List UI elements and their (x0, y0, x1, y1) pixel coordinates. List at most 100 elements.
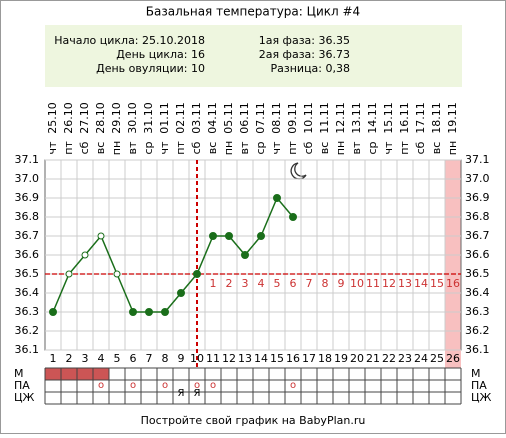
row-label-right: ПА (471, 379, 487, 392)
weekday-label: вс (94, 142, 107, 155)
weekday-label: ср (142, 141, 155, 154)
x-tick-label: 8 (162, 352, 169, 365)
weekday-label: чт (382, 141, 395, 154)
phase2-number: 2 (226, 277, 233, 290)
temp-point (225, 232, 233, 240)
moon-icon (290, 162, 307, 180)
temp-point (289, 213, 297, 221)
menstruation-cell (93, 368, 109, 380)
x-tick-label: 14 (254, 352, 268, 365)
phase2-number: 1 (210, 277, 217, 290)
date-label: 04.11 (206, 102, 219, 134)
weekday-label: сб (302, 141, 315, 154)
weekday-label: пн (446, 141, 459, 155)
x-tick-label: 12 (222, 352, 236, 365)
y-tick-label: 37.0 (15, 172, 40, 185)
x-tick-label: 6 (130, 352, 137, 365)
weekday-label: пт (62, 141, 75, 155)
menstruation-cell (77, 368, 93, 380)
phase2-number: 16 (446, 277, 460, 290)
x-tick-label: 25 (430, 352, 444, 365)
y-tick-label: 36.8 (15, 210, 40, 223)
date-label: 08.11 (270, 102, 283, 134)
temp-point (97, 232, 105, 240)
info-left: День цикла: 16 (116, 48, 205, 61)
row-label-right: ЦЖ (471, 391, 492, 404)
pa-mark: o (290, 380, 296, 391)
phase2-number: 15 (430, 277, 444, 290)
y-tick-label-right: 36.5 (465, 267, 490, 280)
phase2-number: 7 (306, 277, 313, 290)
weekday-label: пт (174, 141, 187, 155)
pa-mark: o (162, 380, 168, 391)
y-tick-label-right: 36.1 (465, 343, 490, 356)
date-label: 31.10 (142, 102, 155, 134)
y-tick-label-right: 36.9 (465, 191, 490, 204)
menstruation-cell (45, 368, 61, 380)
x-tick-label: 11 (206, 352, 220, 365)
weekday-label: чт (158, 141, 171, 154)
x-tick-label: 3 (82, 352, 89, 365)
y-tick-label: 36.4 (15, 286, 40, 299)
x-tick-label: 19 (334, 352, 348, 365)
date-label: 02.11 (174, 102, 187, 134)
info-right: 1ая фаза: 36.35 (259, 34, 350, 47)
weekday-label: сб (414, 141, 427, 154)
y-tick-label-right: 36.6 (465, 248, 490, 261)
date-label: 09.11 (286, 102, 299, 134)
weekday-label: пн (110, 141, 123, 155)
info-left: Начало цикла: 25.10.2018 (54, 34, 205, 47)
x-tick-label: 10 (190, 352, 204, 365)
info-left: День овуляции: 10 (96, 62, 205, 75)
info-right: 2ая фаза: 36.73 (259, 48, 350, 61)
weekday-label: пн (222, 141, 235, 155)
phase2-number: 5 (274, 277, 281, 290)
date-label: 14.11 (366, 102, 379, 134)
pa-mark: o (210, 380, 216, 391)
weekday-label: вт (126, 141, 139, 154)
phase2-number: 14 (414, 277, 428, 290)
phase2-number: 9 (338, 277, 345, 290)
y-tick-label: 36.5 (15, 267, 40, 280)
info-right: Разница: 0,38 (271, 62, 351, 75)
x-tick-label: 23 (398, 352, 412, 365)
date-label: 17.11 (414, 102, 427, 134)
weekday-label: сб (78, 141, 91, 154)
date-label: 19.11 (446, 102, 459, 134)
y-tick-label: 37.1 (15, 153, 40, 166)
y-tick-label: 36.6 (15, 248, 40, 261)
y-tick-label-right: 36.4 (465, 286, 490, 299)
date-label: 15.11 (382, 102, 395, 134)
menstruation-cell (61, 368, 77, 380)
weekday-label: вс (206, 142, 219, 155)
date-label: 01.11 (158, 102, 171, 134)
y-tick-label-right: 36.2 (465, 324, 490, 337)
phase2-number: 10 (350, 277, 364, 290)
x-tick-label: 9 (178, 352, 185, 365)
temp-point (161, 308, 169, 316)
phase2-number: 8 (322, 277, 329, 290)
footer: Постройте свой график на BabyPlan.ru (141, 414, 366, 427)
phase2-number: 12 (382, 277, 396, 290)
pa-mark: o (98, 380, 104, 391)
date-label: 25.10 (46, 102, 59, 134)
x-tick-label: 18 (318, 352, 332, 365)
x-tick-label: 16 (286, 352, 300, 365)
y-tick-label: 36.2 (15, 324, 40, 337)
temp-point (81, 251, 89, 259)
date-label: 29.10 (110, 102, 123, 134)
x-tick-label: 13 (238, 352, 252, 365)
date-label: 06.11 (238, 102, 251, 134)
temp-point (209, 232, 217, 240)
x-tick-label: 26 (446, 352, 460, 365)
temp-point (257, 232, 265, 240)
weekday-label: вт (238, 141, 251, 154)
weekday-label: вс (318, 142, 331, 155)
phase2-number: 11 (366, 277, 380, 290)
weekday-label: ср (366, 141, 379, 154)
date-label: 30.10 (126, 102, 139, 134)
x-tick-label: 22 (382, 352, 396, 365)
y-tick-label-right: 37.1 (465, 153, 490, 166)
weekday-label: сб (190, 141, 203, 154)
